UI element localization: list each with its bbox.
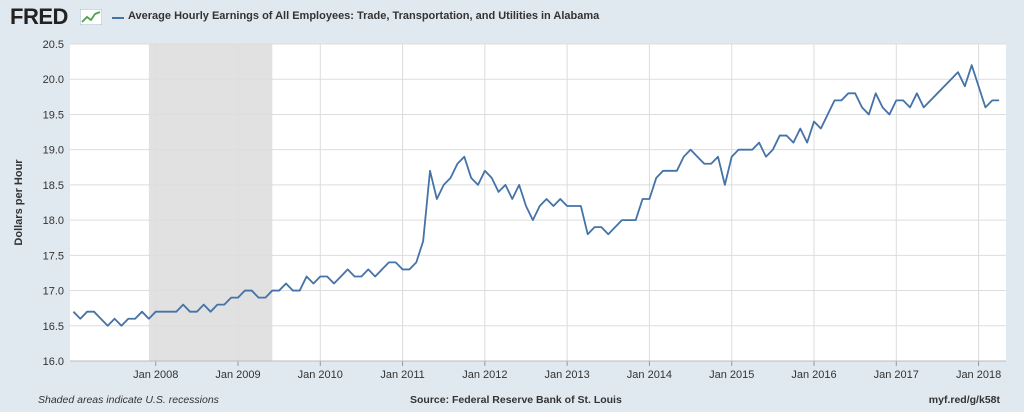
fred-logo[interactable]: FRED <box>10 4 68 29</box>
recession-shade <box>148 44 273 361</box>
y-tick-label: 19.5 <box>43 109 64 121</box>
source-note[interactable]: Source: Federal Reserve Bank of St. Loui… <box>410 394 622 406</box>
x-tick-label: Jan 2009 <box>215 369 260 381</box>
x-tick-label: Jan 2012 <box>462 369 507 381</box>
y-axis-title: Dollars per Hour <box>13 159 25 246</box>
x-tick-label: Jan 2017 <box>874 369 919 381</box>
series-line <box>72 64 1000 327</box>
y-tick-label: 18.5 <box>43 180 64 192</box>
short-url[interactable]: myf.red/g/k58t <box>928 394 1000 406</box>
y-tick-label: 19.0 <box>43 145 64 157</box>
x-tick-label: Jan 2008 <box>133 369 178 381</box>
x-tick-label: Jan 2011 <box>380 369 424 381</box>
x-tick-label: Jan 2013 <box>545 369 590 381</box>
recession-note: Shaded areas indicate U.S. recessions <box>38 394 219 406</box>
x-tick-label: Jan 2010 <box>298 369 343 381</box>
x-tick-label: Jan 2014 <box>627 369 672 381</box>
chart-header: FRED Average Hourly Earnings of All Empl… <box>0 0 1024 34</box>
y-tick-label: 20.5 <box>43 39 64 51</box>
legend-label[interactable]: Average Hourly Earnings of All Employees… <box>128 10 600 22</box>
y-tick-label: 16.0 <box>43 356 64 368</box>
y-tick-label: 17.0 <box>43 286 64 298</box>
x-tick-label: Jan 2016 <box>791 369 836 381</box>
x-tick-label: Jan 2015 <box>709 369 754 381</box>
y-tick-label: 18.0 <box>43 215 64 227</box>
y-tick-label: 16.5 <box>43 321 64 333</box>
y-tick-label: 17.5 <box>43 250 64 262</box>
legend-swatch <box>112 17 124 19</box>
y-tick-label: 20.0 <box>43 74 64 86</box>
x-tick-label: Jan 2018 <box>956 369 1001 381</box>
line-chart-icon <box>80 9 102 25</box>
